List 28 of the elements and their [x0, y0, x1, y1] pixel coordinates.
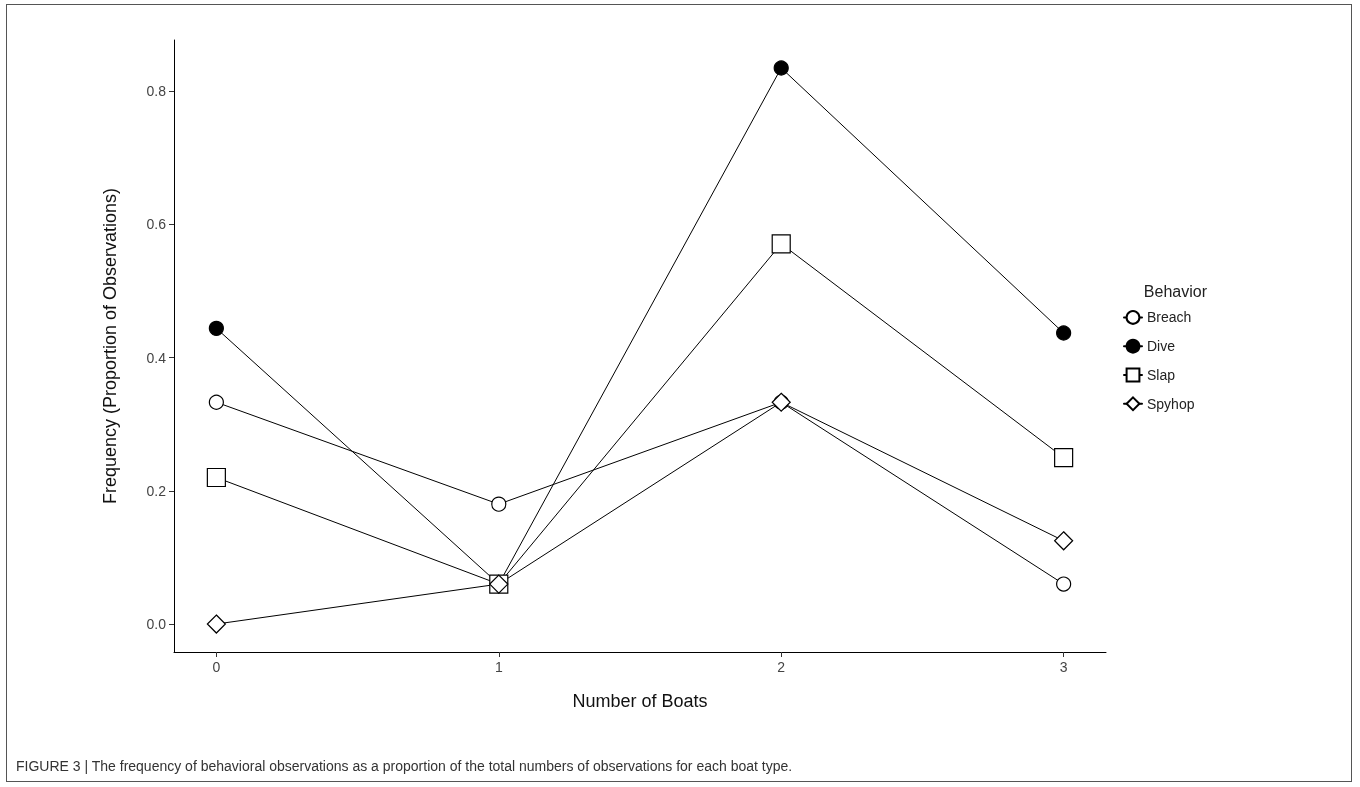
point — [1056, 576, 1072, 592]
y-tick-label: 0.2 — [146, 482, 167, 499]
point — [1054, 531, 1074, 551]
point — [491, 496, 507, 512]
y-tick-label: 0.6 — [146, 216, 167, 233]
x-axis-title: Number of Boats — [572, 691, 708, 711]
point — [1054, 447, 1074, 468]
point — [771, 234, 791, 254]
caption: FIGURE 3 | The frequency of behavioral observations as a proportion of the total numbers of observations for each boat type. — [16, 758, 793, 774]
point — [208, 394, 224, 410]
y-tick-label: 0.4 — [146, 349, 167, 366]
y-axis-title: Frequency (Proportion of Observations) — [100, 187, 120, 505]
point — [208, 320, 224, 336]
legend-label: Spyhop — [1147, 395, 1195, 412]
x-tick-label: 3 — [1059, 659, 1068, 675]
x-tick-label: 2 — [777, 659, 786, 675]
x-tick-label: 1 — [494, 659, 503, 675]
legend-title: Behavior — [1143, 282, 1208, 300]
x-tick-label: 0 — [212, 659, 221, 675]
y-tick-label: 0.0 — [146, 616, 167, 633]
legend-label: Slap — [1147, 367, 1176, 383]
legend-label: Dive — [1147, 338, 1176, 355]
legend-label: Breach — [1147, 309, 1192, 326]
point — [206, 467, 226, 488]
y-tick-label: 0.8 — [146, 83, 167, 100]
point — [1056, 325, 1072, 341]
point — [206, 614, 226, 634]
point — [773, 60, 789, 76]
